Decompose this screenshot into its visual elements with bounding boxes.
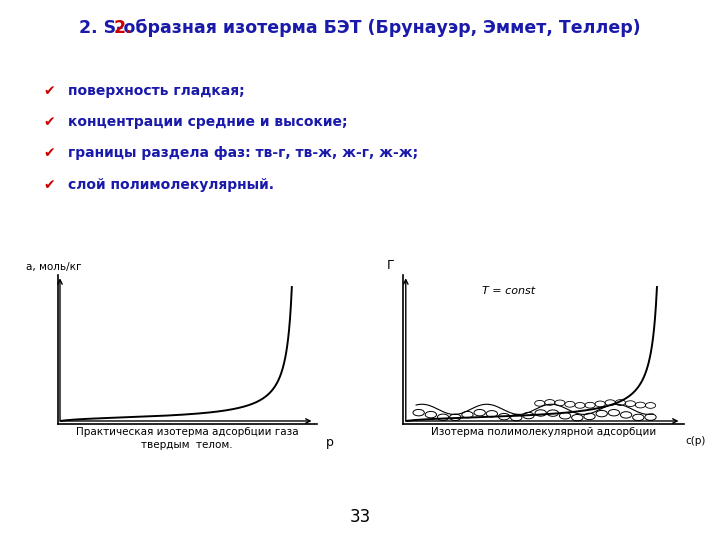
Text: ✔: ✔ xyxy=(43,178,55,192)
Text: 2.: 2. xyxy=(114,19,132,37)
Text: Г: Г xyxy=(387,259,394,272)
Text: ✔: ✔ xyxy=(43,115,55,129)
Text: Изотерма полимолекулярной адсорбции: Изотерма полимолекулярной адсорбции xyxy=(431,427,656,437)
Text: 2. S-образная изотерма БЭТ (Брунауэр, Эммет, Теллер): 2. S-образная изотерма БЭТ (Брунауэр, Эм… xyxy=(79,19,641,37)
Text: ✔: ✔ xyxy=(43,84,55,98)
Text: границы раздела фаз: тв-г, тв-ж, ж-г, ж-ж;: границы раздела фаз: тв-г, тв-ж, ж-г, ж-… xyxy=(68,146,418,160)
Text: Практическая изотерма адсорбции газа: Практическая изотерма адсорбции газа xyxy=(76,427,299,437)
Text: 33: 33 xyxy=(349,509,371,526)
Text: поверхность гладкая;: поверхность гладкая; xyxy=(68,84,245,98)
Text: концентрации средние и высокие;: концентрации средние и высокие; xyxy=(68,115,348,129)
Text: р: р xyxy=(326,436,333,449)
Text: а, моль/кг: а, моль/кг xyxy=(27,262,82,272)
Text: T = const: T = const xyxy=(482,286,535,296)
Text: твердым  телом.: твердым телом. xyxy=(141,440,233,450)
Text: ✔: ✔ xyxy=(43,146,55,160)
Text: с(р): с(р) xyxy=(685,436,706,446)
Text: слой полимолекулярный.: слой полимолекулярный. xyxy=(68,178,274,192)
